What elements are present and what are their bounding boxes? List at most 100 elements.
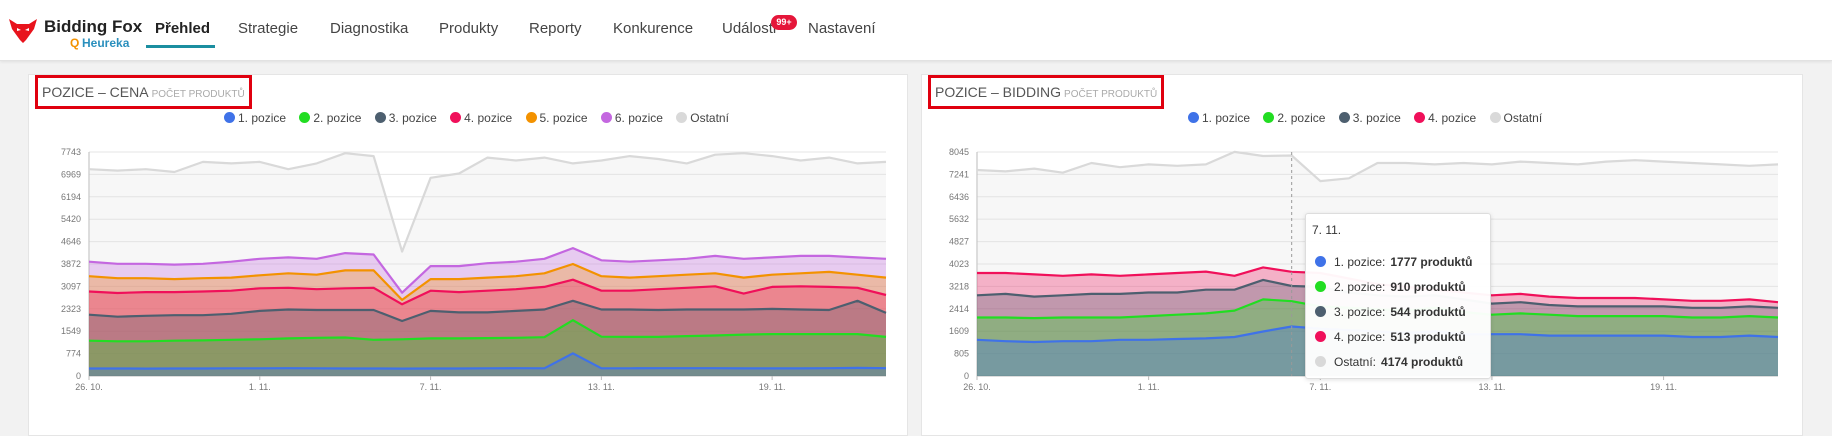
legend-dot <box>525 112 537 123</box>
series-line <box>89 352 887 370</box>
y-tick-label: 6194 <box>61 192 81 202</box>
tooltip-row: Ostatní: 4174 produktů <box>1315 355 1463 369</box>
legend-label: 3. pozice <box>388 111 437 125</box>
stacked-area-chart-cena[interactable]: 0 774 1549 2323 3097 3872 4646 5420 6194 6969 7743… <box>29 75 907 405</box>
series-line <box>88 247 887 294</box>
tooltip-row: 1. pozice: 1777 produktů <box>1315 255 1472 269</box>
tooltip-title: 7. 11. <box>1312 223 1342 237</box>
tooltip-row: 4. pozice: 513 produktů <box>1315 330 1466 344</box>
y-tick-label: 4646 <box>61 237 81 247</box>
y-tick-label: 5420 <box>61 214 81 224</box>
nav-udalosti[interactable]: Události <box>722 20 777 37</box>
nav-diagnostika[interactable]: Diagnostika <box>330 20 409 37</box>
legend-dot <box>299 112 311 123</box>
tooltip-value: 1777 produktů <box>1390 255 1473 269</box>
y-tick-label: 774 <box>66 349 81 359</box>
legend-item[interactable]: 2. pozice <box>1263 111 1325 125</box>
legend-dot <box>450 112 462 123</box>
legend-item[interactable]: 5. pozice <box>525 111 588 125</box>
nav-konkurence[interactable]: Konkurence <box>613 20 694 37</box>
series-area <box>89 353 886 376</box>
nav-active-indicator <box>146 45 215 48</box>
series-line <box>976 150 1779 183</box>
y-tick-label: 3218 <box>949 281 969 291</box>
nav-prehled[interactable]: Přehled <box>155 20 211 37</box>
y-tick-label: 805 <box>954 349 969 359</box>
x-tick-label: 19. 11. <box>759 382 786 392</box>
x-tick-label: 19. 11. <box>1650 382 1677 392</box>
x-tick-label: 13. 11. <box>588 382 615 392</box>
events-badge: 99+ <box>771 15 797 30</box>
x-tick-label: 1. 11. <box>1138 382 1160 392</box>
legend-dot <box>1338 112 1350 123</box>
legend-dot <box>1489 112 1501 123</box>
legend-item[interactable]: 2. pozice <box>299 111 361 125</box>
series-line <box>88 278 887 306</box>
brand-sub: Heureka <box>82 36 130 50</box>
tooltip-row: 3. pozice: 544 produktů <box>1315 305 1466 319</box>
y-tick-label: 3097 <box>61 281 81 291</box>
legend-item[interactable]: Ostatní <box>1489 111 1542 125</box>
y-tick-label: 4023 <box>949 259 969 269</box>
legend-dot <box>1188 112 1199 123</box>
nav-produkty[interactable]: Produkty <box>439 20 499 37</box>
y-tick-label: 3872 <box>61 259 81 269</box>
legend-label: Ostatní <box>690 111 729 125</box>
legend-item[interactable]: 4. pozice <box>1414 111 1476 125</box>
legend-label: 1. pozice <box>1202 111 1251 125</box>
series-line <box>88 152 887 253</box>
x-tick-label: 1. 11. <box>249 382 271 392</box>
nav-strategie[interactable]: Strategie <box>238 20 299 37</box>
tooltip-dot <box>1315 356 1326 367</box>
legend-item[interactable]: 3. pozice <box>1338 111 1401 125</box>
legend-item[interactable]: 1. pozice <box>1188 111 1250 125</box>
brand-name: Bidding Fox <box>44 17 143 36</box>
x-tick-label: 26. 10. <box>75 382 103 392</box>
tooltip-label: 3. pozice: <box>1334 305 1386 319</box>
fox-icon <box>9 19 37 43</box>
chart-legend: 1. pozice 2. pozice 3. pozice 4. pozice … <box>1188 111 1552 127</box>
panel-title-sub: POČET PRODUKTŮ <box>151 89 245 100</box>
legend-dot <box>224 112 235 123</box>
tooltip-value: 513 produktů <box>1390 330 1466 344</box>
chart-tooltip: 7. 11. 1. pozice: 1777 produktů 2. pozice… <box>1305 213 1491 379</box>
tooltip-row: 2. pozice: 910 produktů <box>1315 280 1466 294</box>
tooltip-label: 2. pozice: <box>1334 280 1386 294</box>
panel-pozice-cena: POZICE – CENA POČET PRODUKTŮ 1. pozice 2.… <box>28 74 908 436</box>
y-tick-label: 4827 <box>949 237 969 247</box>
tooltip-dot <box>1315 331 1326 342</box>
legend-label: 4. pozice <box>1428 111 1477 125</box>
series-line <box>88 319 887 343</box>
stacked-area-chart-bidding[interactable]: 0 805 1609 2414 3218 4023 4827 5632 6436 7241 8045… <box>922 75 1802 405</box>
y-tick-label: 7241 <box>949 169 969 179</box>
legend-label: 2. pozice <box>1277 111 1326 125</box>
legend-dot <box>676 112 688 123</box>
tooltip-label: 4. pozice: <box>1334 330 1386 344</box>
tooltip-value: 910 produktů <box>1390 280 1466 294</box>
panel-title-main: POZICE – CENA <box>42 84 149 100</box>
y-tick-label: 0 <box>76 371 81 381</box>
x-tick-label: 26. 10. <box>963 382 991 392</box>
nav-reporty[interactable]: Reporty <box>529 20 582 37</box>
legend-item[interactable]: 1. pozice <box>224 111 286 125</box>
legend-item[interactable]: Ostatní <box>676 111 729 125</box>
legend-item[interactable]: 3. pozice <box>374 111 437 125</box>
legend-item[interactable]: 4. pozice <box>450 111 512 125</box>
panel-title-main: POZICE – BIDDING <box>935 84 1062 100</box>
y-tick-label: 0 <box>964 371 969 381</box>
y-tick-label: 1549 <box>61 326 81 336</box>
top-navigation-bar: Bidding Fox Q Heureka Přehled Strategie … <box>0 0 1832 61</box>
nav-nastaveni[interactable]: Nastavení <box>808 20 876 37</box>
x-tick-label: 7. 11. <box>420 382 442 392</box>
tooltip-label: 1. pozice: <box>1334 255 1386 269</box>
legend-item[interactable]: 6. pozice <box>600 111 663 125</box>
y-tick-label: 6436 <box>949 192 969 202</box>
series-area <box>89 279 886 376</box>
y-tick-label: 2414 <box>949 304 969 314</box>
panel-title-sub: POČET PRODUKTŮ <box>1064 89 1158 100</box>
x-tick-label: 7. 11. <box>1309 382 1331 392</box>
panel-title: POZICE – CENA POČET PRODUKTŮ <box>35 75 252 109</box>
legend-label: 3. pozice <box>1352 111 1401 125</box>
y-tick-label: 7743 <box>61 147 81 157</box>
y-tick-label: 6969 <box>61 169 81 179</box>
